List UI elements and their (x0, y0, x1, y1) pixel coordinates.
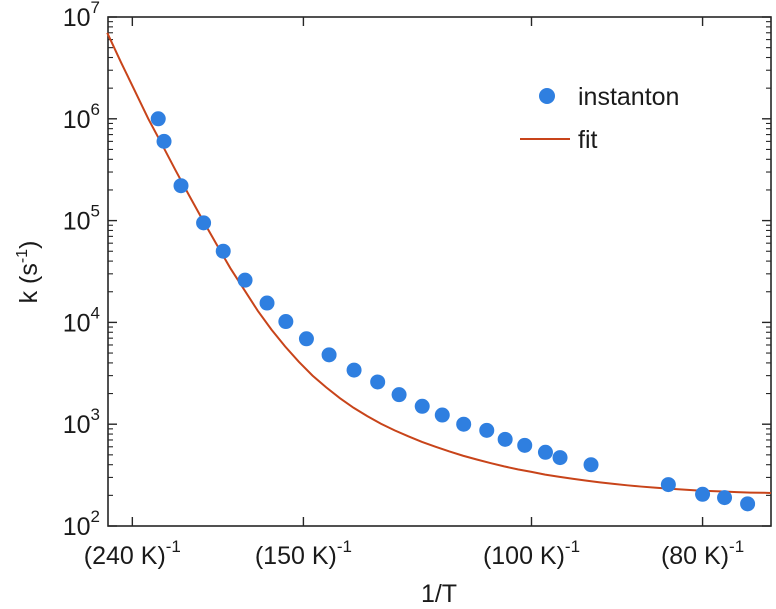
instanton-point (215, 243, 231, 259)
x-tick-label-sup: -1 (337, 537, 352, 556)
legend-fit-label: fit (578, 126, 598, 154)
instanton-point (456, 416, 472, 432)
instanton-point (346, 362, 362, 378)
y-axis-title-sup: -1 (14, 249, 31, 263)
instanton-point (237, 272, 253, 288)
instanton-point (150, 111, 166, 127)
y-tick-label-sup: 6 (91, 100, 100, 119)
instanton-point (370, 374, 386, 390)
instanton-point (552, 450, 568, 466)
instanton-point (740, 496, 756, 512)
x-tick-label-base: (80 K) (661, 542, 729, 570)
y-axis-title-close: ) (15, 241, 43, 249)
x-axis-title: 1/T (421, 580, 457, 608)
instanton-point (278, 314, 294, 330)
instanton-point (173, 178, 189, 194)
y-tick-label-base: 10 (63, 513, 91, 541)
x-tick-label: (80 K)-1 (661, 537, 744, 570)
y-tick-label-base: 10 (63, 106, 91, 134)
y-tick-label-base: 10 (63, 4, 91, 32)
y-tick-label-sup: 3 (91, 405, 100, 424)
y-tick-label-sup: 4 (91, 303, 100, 322)
x-tick-label-base: (100 K) (483, 542, 565, 570)
y-tick-label: 105 (63, 202, 100, 236)
y-tick-label: 103 (63, 405, 100, 439)
x-tick-label: (150 K)-1 (255, 537, 352, 570)
axis-ticks (108, 16, 771, 527)
instanton-point (695, 486, 711, 502)
instanton-point (414, 398, 430, 414)
y-tick-label: 107 (63, 0, 100, 32)
x-tick-label: (100 K)-1 (483, 537, 580, 570)
y-tick-label-sup: 7 (91, 0, 100, 17)
y-tick-label-sup: 5 (91, 202, 100, 221)
legend-instanton-label: instanton (578, 83, 679, 111)
x-tick-label-sup: -1 (166, 537, 181, 556)
x-tick-label-base: (240 K) (84, 542, 166, 570)
y-axis-title: k (s-1) (14, 241, 43, 304)
instanton-point (321, 347, 337, 363)
x-tick-label: (240 K)-1 (84, 537, 181, 570)
instanton-point (298, 331, 314, 347)
y-tick-label-base: 10 (63, 309, 91, 337)
legend-instanton-marker (539, 88, 555, 104)
x-tick-label-sup: -1 (729, 537, 744, 556)
instanton-point (434, 407, 450, 423)
y-tick-label: 104 (63, 303, 100, 337)
instanton-point (660, 477, 676, 493)
instanton-point (391, 387, 407, 403)
plot-frame (107, 16, 772, 527)
instanton-point (156, 133, 172, 149)
legend: instanton fit (520, 83, 679, 154)
instanton-points (150, 111, 756, 512)
instanton-point (497, 431, 513, 447)
instanton-point (717, 490, 733, 506)
instanton-point (583, 457, 599, 473)
y-axis-title-base: k (s (15, 263, 43, 303)
y-tick-label-base: 10 (63, 208, 91, 236)
y-tick-label-base: 10 (63, 411, 91, 439)
y-tick-label: 102 (63, 507, 100, 541)
instanton-point (259, 295, 275, 311)
y-tick-label: 106 (63, 100, 100, 134)
instanton-point (479, 422, 495, 438)
x-tick-label-sup: -1 (565, 537, 580, 556)
instanton-point (517, 437, 533, 453)
instanton-point (196, 215, 212, 231)
y-tick-label-sup: 2 (91, 507, 100, 526)
x-tick-label-base: (150 K) (255, 542, 337, 570)
instanton-point (537, 444, 553, 460)
